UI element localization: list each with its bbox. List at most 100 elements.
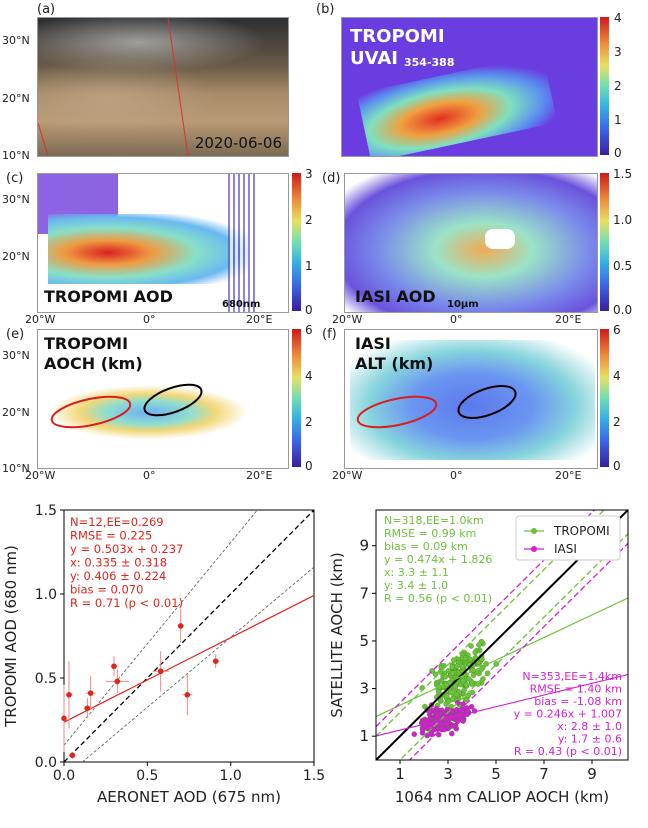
y-axis-label: SATELLITE AOCH (km) <box>328 552 346 717</box>
data-point <box>449 696 456 703</box>
stats-text: RMSE = 1.40 km <box>530 683 622 696</box>
ee-envelope-line <box>399 533 628 760</box>
stats-text: R = 0.43 (p < 0.01) <box>514 745 622 758</box>
cbar-tick: 1.0 <box>613 213 633 227</box>
x-axis-label: AERONET AOD (675 nm) <box>97 788 281 806</box>
y-tick-label: 5 <box>359 632 369 650</box>
data-point <box>61 715 67 722</box>
panel-c-label: (c) <box>6 171 24 186</box>
cbar-tick: 2 <box>305 415 313 429</box>
data-point <box>435 731 442 738</box>
data-point <box>454 663 460 669</box>
x-tick-label: 9 <box>587 765 597 783</box>
panel-c-title-sub: 680nm <box>222 299 261 310</box>
data-point <box>469 689 476 696</box>
x-tick-label: 1.0 <box>220 768 242 784</box>
cbar-tick: 6 <box>613 323 621 337</box>
tropomi-aod-map: TROPOMI AOD 680nm <box>37 173 289 313</box>
y-tick-label: 0.5 <box>35 671 57 687</box>
data-point <box>411 731 417 737</box>
x-tick-label: 1 <box>395 765 405 783</box>
panel-d-title: IASI AOD <box>355 287 436 306</box>
data-point <box>479 656 485 662</box>
legend-label: IASI <box>554 542 577 556</box>
tropomi-aoch-map: TROPOMI AOCH (km) <box>37 329 289 469</box>
data-point <box>442 674 448 680</box>
cbar-tick: 2 <box>614 79 622 93</box>
data-point <box>476 642 482 648</box>
stats-text: x: 0.335 ± 0.318 <box>70 556 167 570</box>
lon-tick: 0° <box>450 313 463 326</box>
panel-e-label: (e) <box>6 327 25 342</box>
ee-envelope-line <box>408 542 628 760</box>
data-point <box>461 687 467 694</box>
cbar-tick: 0 <box>613 459 621 473</box>
panel-d-title-sub: 10μm <box>447 299 479 310</box>
stats-text: x: 3.3 ± 1.1 <box>384 566 449 579</box>
cbar-tick: 4 <box>305 369 313 383</box>
stats-text: N=12,EE=0.269 <box>70 515 164 529</box>
data-point <box>431 726 437 733</box>
data-point <box>472 649 478 656</box>
data-point <box>459 663 465 670</box>
cbar-tick: 0 <box>305 459 313 473</box>
panel-f-title2: ALT (km) <box>355 354 434 373</box>
cbar-tick: 4 <box>613 369 621 383</box>
x-tick-label: 0.0 <box>53 768 75 784</box>
ee-envelope-line <box>376 510 605 737</box>
colorbar <box>600 329 609 467</box>
lon-tick: 20°W <box>25 313 56 326</box>
lat-tick: 20°N <box>2 406 30 419</box>
cbar-tick: 3 <box>305 167 313 181</box>
cbar-tick: 3 <box>614 45 622 59</box>
x-tick-label: 1.5 <box>303 768 325 784</box>
fit-line <box>63 594 315 723</box>
stats-text: y: 3.4 ± 1.0 <box>384 579 448 592</box>
stats-text: y: 1.7 ± 0.6 <box>558 733 622 746</box>
lat-tick: 30°N <box>2 193 30 206</box>
panel-b-title2-sub: 354-388 <box>404 56 455 69</box>
y-tick-label: 1 <box>359 727 369 745</box>
cbar-tick: 2 <box>305 213 313 227</box>
plot-frame <box>63 509 315 763</box>
cbar-tick: 0.0 <box>613 303 633 317</box>
cbar-tick: 0.5 <box>613 259 633 273</box>
panel-b-title1: TROPOMI <box>350 26 445 47</box>
aoch-scatter-plot: 1 3 5 7 9 1 3 5 7 9 1064 nm CALIOP AOCH (km) SATELL… <box>328 509 629 806</box>
plot-frame <box>375 509 629 761</box>
data-point <box>424 732 430 739</box>
stats-text: bias = 0.09 km <box>384 540 468 553</box>
data-point <box>452 683 459 690</box>
x-tick-label: 3 <box>443 765 453 783</box>
y-tick-label: 3 <box>359 680 369 698</box>
lat-tick: 20°N <box>2 92 30 105</box>
cbar-tick: 0 <box>305 303 313 317</box>
data-point <box>458 707 465 713</box>
data-point <box>419 726 426 733</box>
data-point <box>426 724 432 731</box>
aod-scatter-plot: 0.0 0.5 1.0 1.5 0.0 0.5 1.0 1.5 AERONET AOD (675… <box>2 503 325 806</box>
cbar-tick: 2 <box>613 415 621 429</box>
stats-text: RMSE = 0.99 km <box>384 527 476 540</box>
satellite-image: 2020-06-06 <box>37 17 289 157</box>
data-point <box>462 655 469 661</box>
colorbar <box>600 173 609 311</box>
lat-tick: 30°N <box>2 34 30 47</box>
lon-tick: 20°W <box>332 313 363 326</box>
cbar-tick: 1.5 <box>613 167 633 181</box>
y-tick-label: 1.0 <box>35 587 57 603</box>
cbar-tick: 6 <box>305 323 313 337</box>
lon-tick: 20°E <box>246 313 273 326</box>
data-point <box>157 668 164 675</box>
data-point <box>441 726 447 733</box>
data-point <box>460 701 466 707</box>
panel-b-label: (b) <box>316 2 335 17</box>
uvai-map: TROPOMI UVAI 354-388 <box>341 17 598 157</box>
panel-c-title: TROPOMI AOD <box>44 287 173 306</box>
panel-d-label: (d) <box>322 171 341 186</box>
stats-text: y = 0.246x + 1.007 <box>514 708 622 721</box>
data-point <box>184 692 191 698</box>
data-point <box>84 705 91 712</box>
cbar-tick: 1 <box>305 259 313 273</box>
iasi-aod-map: IASI AOD 10μm <box>344 173 598 313</box>
